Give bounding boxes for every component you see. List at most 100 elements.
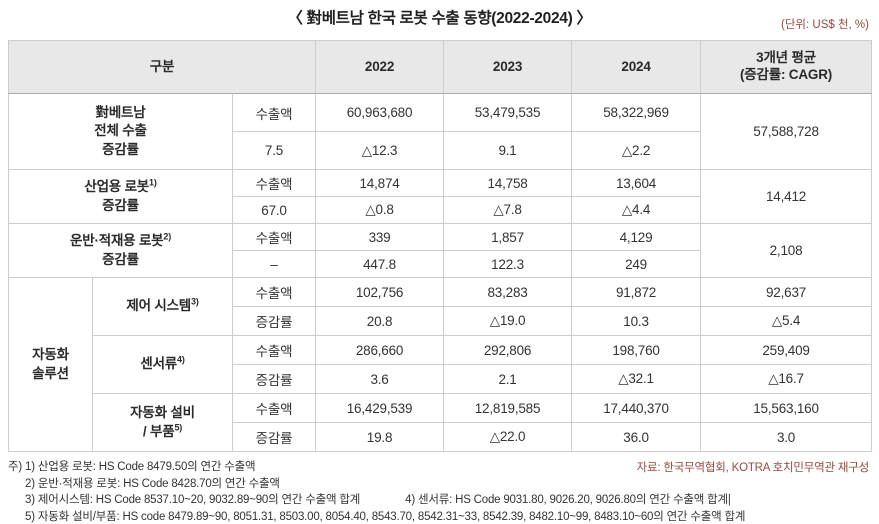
- category-label-line: 對베트남: [95, 105, 146, 121]
- average-cell: 14,412: [700, 169, 873, 224]
- table-cell: 53,479,535: [443, 93, 573, 132]
- table-row: 운반·적재용 로봇2) 증감률 수출액 339 1,857 4,129 2,10…: [8, 223, 873, 278]
- table-cell: 2.1: [443, 364, 573, 394]
- table-cell: 20.8: [315, 306, 445, 336]
- table-cell: △4.4: [571, 196, 702, 224]
- average-cell: 259,409: [700, 335, 873, 365]
- table-cell: 19.8: [315, 422, 445, 452]
- footnote-marker: 4): [177, 354, 185, 365]
- table-cell: 4,129: [571, 223, 702, 251]
- table-row: 對베트남 전체 수출 증감률 수출액 60,963,680 53,479,535…: [8, 93, 873, 170]
- footnote-line: 2) 운반·적재용 로봇: HS Code 8428.70의 연간 수출액: [8, 476, 871, 493]
- header-row: 구분 2022 2023 2024 3개년 평균 (증감률: CAGR): [7, 40, 873, 94]
- table-row: 증감률 19.8 △22.0 36.0 3.0: [9, 422, 873, 452]
- table-cell: 1,857: [443, 223, 573, 251]
- footnote-5: 5) 자동화 설비/부품: HS code 8479.89~90, 8051.3…: [25, 511, 746, 524]
- table-cell: 16,429,539: [315, 393, 445, 423]
- unit-note: (단위: US$ 천, %): [781, 19, 869, 31]
- table-cell: 249: [571, 250, 702, 278]
- metric-label-cell: 수출액: [231, 169, 317, 197]
- row-header-sensors: 센서류4): [92, 335, 233, 394]
- row-header-total-exports: 對베트남 전체 수출 증감률: [8, 93, 233, 170]
- category-label-line: 자동화: [32, 347, 69, 363]
- table-cell: △32.1: [571, 364, 702, 394]
- table-cell: 14,758: [443, 169, 573, 197]
- metric-label-cell: 수출액: [231, 277, 317, 307]
- col-header-category: 구분: [7, 40, 317, 94]
- table-cell: △22.0: [443, 422, 573, 452]
- footnote-line: 5) 자동화 설비/부품: HS code 8479.89~90, 8051.3…: [8, 509, 871, 524]
- row-header-automation-solution: 자동화 솔루션: [8, 277, 93, 452]
- metric-label-cell: 수출액: [231, 335, 317, 365]
- col-header-2022: 2022: [315, 40, 445, 94]
- table-cell: 102,756: [315, 277, 445, 307]
- footnote-line: 3) 제어시스템: HS Code 8537.10~20, 9032.89~90…: [8, 492, 871, 509]
- table-cell: 60,963,680: [315, 93, 445, 132]
- category-label-line: 운반·적재용 로봇2): [13, 232, 228, 250]
- row-header-transport-robots: 운반·적재용 로봇2) 증감률: [8, 223, 233, 278]
- category-label: 제어 시스템: [126, 298, 192, 314]
- footnotes-section: 자료: 한국무역협회, KOTRA 호치민무역관 재구성 주) 1) 산업용 로…: [8, 459, 871, 524]
- footnote-line: 주) 1) 산업용 로봇: HS Code 8479.50의 연간 수출액: [8, 459, 871, 476]
- average-cell: 3.0: [700, 422, 873, 452]
- footnote-prefix: 주): [8, 461, 23, 473]
- table-cell: △7.8: [443, 196, 573, 224]
- col-header-2024: 2024: [571, 40, 702, 94]
- table-cell: 14,874: [315, 169, 445, 197]
- title-row: 〈 對베트남 한국 로봇 수출 동향(2022-2024) 〉 (단위: US$…: [0, 0, 879, 40]
- average-cell: 92,637: [700, 277, 873, 307]
- metric-label-cell: 67.0: [231, 196, 317, 224]
- table-cell: 3.6: [315, 364, 445, 394]
- table-title: 〈 對베트남 한국 로봇 수출 동향(2022-2024) 〉: [287, 10, 592, 27]
- table-cell: 12,819,585: [443, 393, 573, 423]
- robot-export-table: 구분 2022 2023 2024 3개년 평균 (증감률: CAGR) 對베트…: [7, 40, 873, 452]
- average-cell: 15,563,160: [700, 393, 873, 423]
- table-row: 67.0 △0.8 △7.8 △4.4: [9, 196, 872, 224]
- footnote-4: 4) 센서류: HS Code 9031.80, 9026.20, 9026.8…: [405, 494, 731, 507]
- average-cell: △5.4: [700, 306, 873, 336]
- category-label-line: 솔루션: [32, 365, 69, 381]
- table-cell: 83,283: [443, 277, 573, 307]
- footnote-3: 3) 제어시스템: HS Code 8537.10~20, 9032.89~90…: [25, 494, 361, 507]
- average-value: 14,412: [765, 189, 807, 204]
- table-row: – 447.8 122.3 249: [9, 250, 872, 278]
- metric-label-cell: 7.5: [231, 131, 317, 170]
- row-header-automation-equipment: 자동화 설비 / 부품5): [92, 393, 233, 452]
- table-row: 산업용 로봇1) 증감률 수출액 14,874 14,758 13,604 14…: [8, 169, 873, 224]
- table-cell: 10.3: [571, 306, 702, 336]
- table-cell: △2.2: [571, 131, 702, 170]
- footnote-marker: 2): [163, 231, 171, 242]
- average-cell: 57,588,728: [700, 93, 873, 170]
- table-cell: 17,440,370: [571, 393, 702, 423]
- metric-label-cell: 수출액: [231, 93, 317, 132]
- average-value: 2,108: [769, 243, 803, 258]
- category-label-line: 산업용 로봇1): [13, 178, 228, 196]
- table-cell: △19.0: [443, 306, 573, 336]
- category-label: 운반·적재용 로봇: [70, 233, 164, 249]
- table-cell: 9.1: [443, 131, 573, 170]
- average-value: 57,588,728: [753, 124, 819, 139]
- metric-label-cell: 수출액: [231, 393, 317, 423]
- table-cell: 286,660: [315, 335, 445, 365]
- average-header-line2: (증감률: CAGR): [740, 67, 833, 82]
- table-cell: 36.0: [571, 422, 702, 452]
- col-header-2023: 2023: [443, 40, 573, 94]
- footnote-marker: 1): [149, 177, 157, 188]
- table-cell: 198,760: [571, 335, 702, 365]
- col-header-average: 3개년 평균 (증감률: CAGR): [700, 40, 873, 94]
- metric-label-cell: 수출액: [231, 223, 317, 251]
- table-cell: △0.8: [315, 196, 445, 224]
- table-cell: 447.8: [315, 250, 445, 278]
- category-label: 산업용 로봇: [84, 179, 150, 195]
- footnote-1: 1) 산업용 로봇: HS Code 8479.50의 연간 수출액: [25, 461, 256, 473]
- average-header-line1: 3개년 평균: [756, 50, 816, 66]
- row-header-industrial-robots: 산업용 로봇1) 증감률: [8, 169, 233, 224]
- footnote-marker: 5): [174, 422, 183, 432]
- category-label-line: 자동화 설비: [130, 405, 195, 421]
- category-label-line: / 부품5): [97, 423, 228, 441]
- table-row: 자동화 솔루션 제어 시스템3) 수출액 102,756 83,283 91,8…: [8, 277, 873, 452]
- category-label-line: 증감률: [102, 141, 139, 157]
- metric-label-cell: 증감률: [231, 306, 317, 336]
- category-label-line: 전체 수출: [94, 123, 147, 139]
